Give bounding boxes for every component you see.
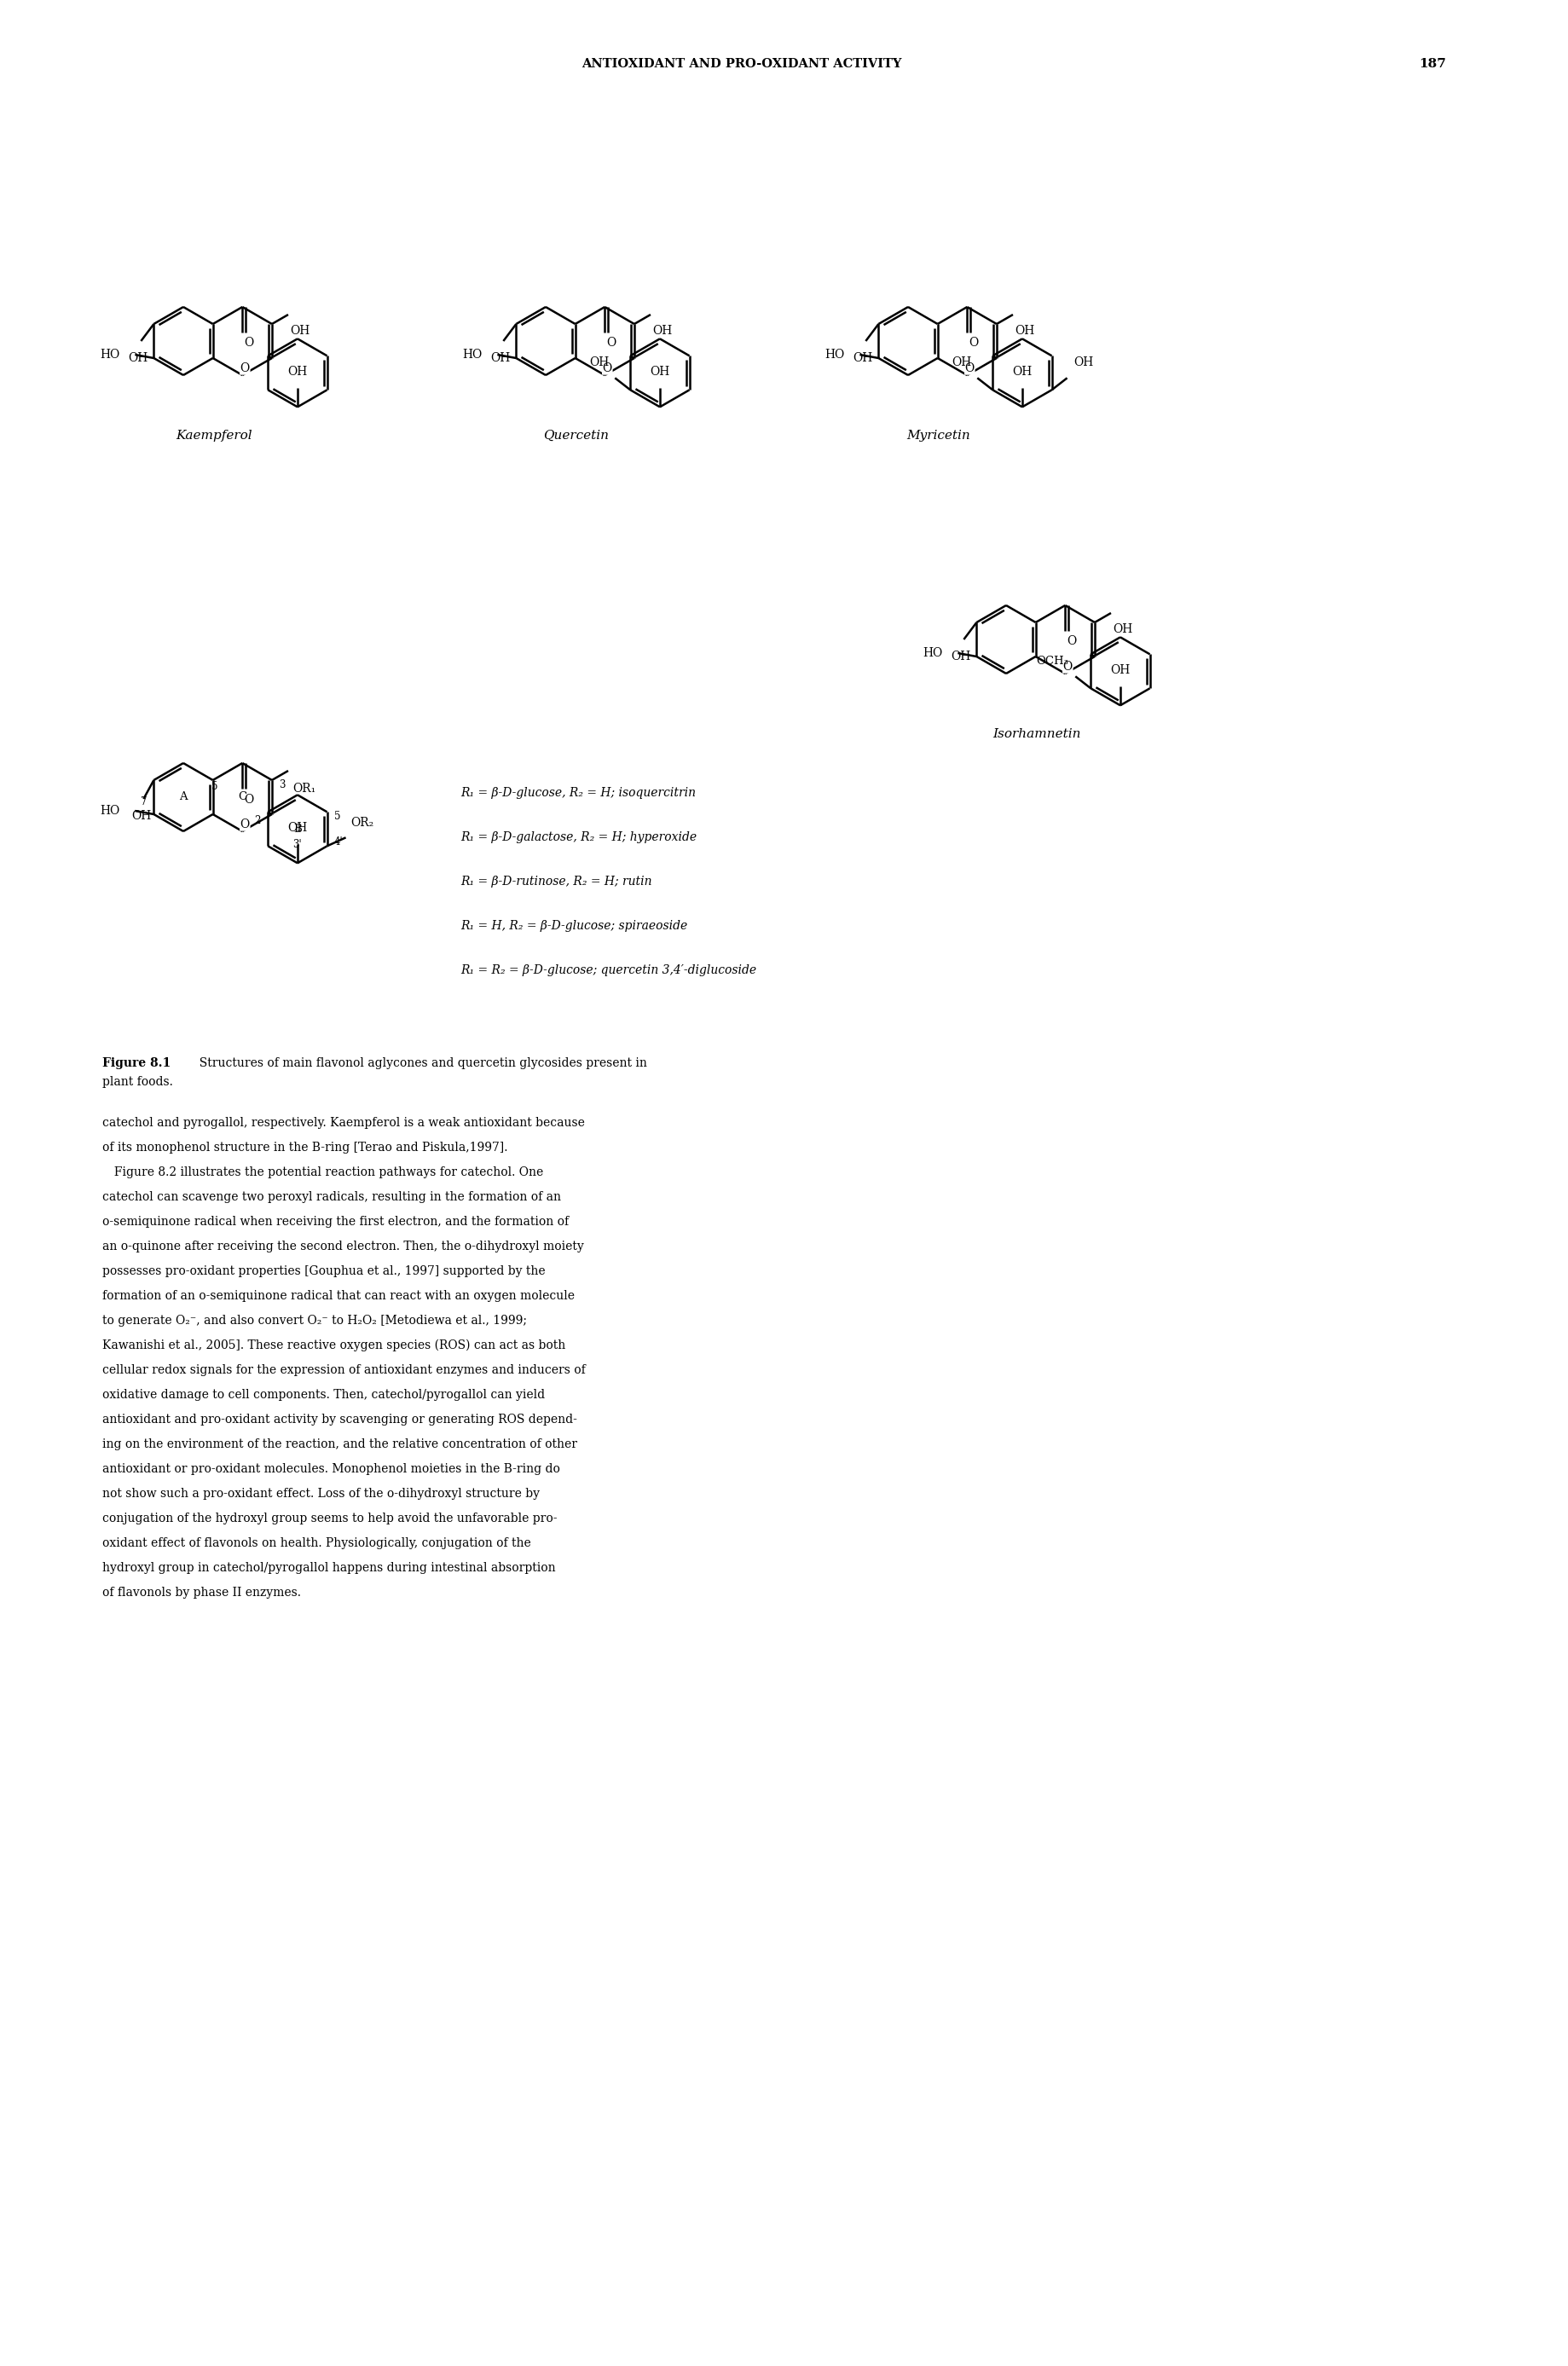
Text: o-semiquinone radical when receiving the first electron, and the formation of: o-semiquinone radical when receiving the… — [102, 1216, 569, 1228]
Text: B: B — [293, 823, 301, 835]
Text: antioxidant and pro-oxidant activity by scavenging or generating ROS depend-: antioxidant and pro-oxidant activity by … — [102, 1413, 577, 1427]
Text: Quercetin: Quercetin — [544, 431, 610, 442]
Text: not show such a pro-oxidant effect. Loss of the o-dihydroxyl structure by: not show such a pro-oxidant effect. Loss… — [102, 1488, 539, 1500]
Text: 5: 5 — [334, 812, 340, 821]
Text: HO: HO — [922, 648, 942, 660]
Text: O: O — [1066, 634, 1077, 648]
Text: OH: OH — [853, 353, 873, 364]
Text: OH: OH — [952, 357, 972, 369]
Text: A: A — [179, 793, 188, 802]
Text: hydroxyl group in catechol/pyrogallol happens during intestinal absorption: hydroxyl group in catechol/pyrogallol ha… — [102, 1562, 555, 1573]
Text: OH: OH — [651, 367, 670, 379]
Text: ing on the environment of the reaction, and the relative concentration of other: ing on the environment of the reaction, … — [102, 1439, 577, 1450]
Text: Figure 8.1: Figure 8.1 — [102, 1058, 171, 1069]
Text: OH: OH — [1014, 324, 1035, 336]
Text: OH: OH — [1074, 357, 1094, 369]
Text: OH: OH — [652, 324, 673, 336]
Text: 3': 3' — [293, 840, 303, 849]
Text: C: C — [238, 793, 246, 802]
Text: O: O — [602, 362, 612, 374]
Text: HO: HO — [100, 804, 119, 816]
Text: possesses pro-oxidant properties [Gouphua et al., 1997] supported by the: possesses pro-oxidant properties [Gouphu… — [102, 1266, 546, 1278]
Text: OR₂: OR₂ — [351, 816, 375, 828]
Text: O: O — [1063, 660, 1073, 672]
Text: cellular redox signals for the expression of antioxidant enzymes and inducers of: cellular redox signals for the expressio… — [102, 1365, 585, 1377]
Text: OH: OH — [491, 353, 511, 364]
Text: R₁ = β-D-glucose, R₂ = H; isoquercitrin: R₁ = β-D-glucose, R₂ = H; isoquercitrin — [461, 788, 696, 800]
Text: HO: HO — [463, 348, 481, 360]
Text: OR₁: OR₁ — [293, 783, 315, 795]
Text: catechol can scavenge two peroxyl radicals, resulting in the formation of an: catechol can scavenge two peroxyl radica… — [102, 1190, 561, 1202]
Text: OCH₃: OCH₃ — [1036, 655, 1069, 667]
Text: to generate O₂⁻, and also convert O₂⁻ to H₂O₂ [Metodiewa et al., 1999;: to generate O₂⁻, and also convert O₂⁻ to… — [102, 1315, 527, 1327]
Text: O: O — [964, 362, 974, 374]
Text: 7: 7 — [141, 797, 147, 807]
Text: Kawanishi et al., 2005]. These reactive oxygen species (ROS) can act as both: Kawanishi et al., 2005]. These reactive … — [102, 1339, 566, 1351]
Text: OH: OH — [287, 823, 307, 835]
Text: conjugation of the hydroxyl group seems to help avoid the unfavorable pro-: conjugation of the hydroxyl group seems … — [102, 1512, 557, 1524]
Text: 187: 187 — [1419, 59, 1446, 71]
Text: OH: OH — [1013, 367, 1032, 379]
Text: 3: 3 — [279, 778, 285, 790]
Text: Kaempferol: Kaempferol — [176, 431, 252, 442]
Text: plant foods.: plant foods. — [102, 1077, 172, 1088]
Text: Myricetin: Myricetin — [906, 431, 971, 442]
Text: HO: HO — [825, 348, 845, 360]
Text: 4': 4' — [334, 835, 343, 847]
Text: antioxidant or pro-oxidant molecules. Monophenol moieties in the B-ring do: antioxidant or pro-oxidant molecules. Mo… — [102, 1462, 560, 1474]
Text: 5: 5 — [212, 781, 218, 793]
Text: HO: HO — [100, 348, 119, 360]
Text: of flavonols by phase II enzymes.: of flavonols by phase II enzymes. — [102, 1588, 301, 1599]
Text: 2: 2 — [254, 816, 260, 826]
Text: catechol and pyrogallol, respectively. Kaempferol is a weak antioxidant because: catechol and pyrogallol, respectively. K… — [102, 1117, 585, 1129]
Text: R₁ = β-D-rutinose, R₂ = H; rutin: R₁ = β-D-rutinose, R₂ = H; rutin — [461, 875, 652, 887]
Text: OH: OH — [287, 367, 307, 379]
Text: of its monophenol structure in the B-ring [Terao and Piskula,1997].: of its monophenol structure in the B-rin… — [102, 1143, 508, 1155]
Text: oxidant effect of flavonols on health. Physiologically, conjugation of the: oxidant effect of flavonols on health. P… — [102, 1538, 532, 1550]
Text: R₁ = H, R₂ = β-D-glucose; spiraeoside: R₁ = H, R₂ = β-D-glucose; spiraeoside — [461, 920, 687, 932]
Text: O: O — [607, 336, 616, 348]
Text: OH: OH — [1113, 622, 1132, 634]
Text: OH: OH — [132, 809, 152, 821]
Text: formation of an o-semiquinone radical that can react with an oxygen molecule: formation of an o-semiquinone radical th… — [102, 1289, 575, 1301]
Text: OH: OH — [952, 651, 971, 662]
Text: O: O — [245, 336, 254, 348]
Text: an o-quinone after receiving the second electron. Then, the o-dihydroxyl moiety: an o-quinone after receiving the second … — [102, 1240, 583, 1252]
Text: OH: OH — [590, 357, 608, 369]
Text: Isorhamnetin: Isorhamnetin — [993, 729, 1080, 741]
Text: O: O — [969, 336, 978, 348]
Text: R₁ = R₂ = β-D-glucose; quercetin 3,4′-diglucoside: R₁ = R₂ = β-D-glucose; quercetin 3,4′-di… — [461, 965, 756, 977]
Text: OH: OH — [1110, 665, 1131, 677]
Text: oxidative damage to cell components. Then, catechol/pyrogallol can yield: oxidative damage to cell components. The… — [102, 1389, 546, 1401]
Text: ANTIOXIDANT AND PRO-OXIDANT ACTIVITY: ANTIOXIDANT AND PRO-OXIDANT ACTIVITY — [582, 59, 902, 71]
Text: R₁ = β-D-galactose, R₂ = H; hyperoxide: R₁ = β-D-galactose, R₂ = H; hyperoxide — [461, 830, 696, 842]
Text: O: O — [245, 793, 254, 807]
Text: O: O — [240, 362, 249, 374]
Text: OH: OH — [129, 353, 149, 364]
Text: Structures of main flavonol aglycones and quercetin glycosides present in: Structures of main flavonol aglycones an… — [191, 1058, 648, 1069]
Text: OH: OH — [290, 324, 310, 336]
Text: Figure 8.2 illustrates the potential reaction pathways for catechol. One: Figure 8.2 illustrates the potential rea… — [102, 1166, 544, 1178]
Text: O: O — [240, 819, 249, 830]
